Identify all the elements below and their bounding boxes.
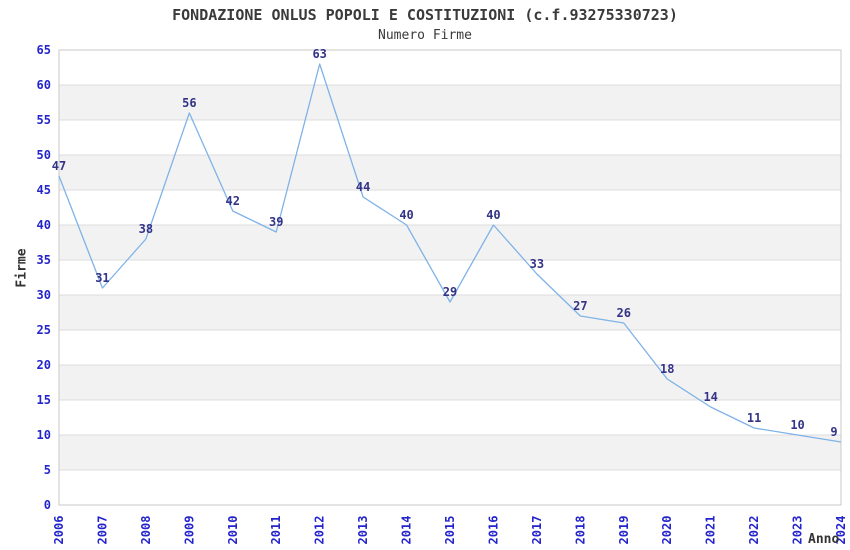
x-tick-label: 2022 xyxy=(747,516,761,545)
y-tick-label: 25 xyxy=(37,323,51,337)
data-point-label: 40 xyxy=(486,208,500,222)
x-axis-title: Anno xyxy=(808,532,840,547)
y-tick-label: 35 xyxy=(37,253,51,267)
data-point-label: 10 xyxy=(790,418,804,432)
background-band xyxy=(59,435,841,470)
x-tick-label: 2009 xyxy=(182,516,196,545)
x-tick-label: 2011 xyxy=(269,516,283,545)
data-point-label: 14 xyxy=(703,390,717,404)
chart-subtitle: Numero Firme xyxy=(378,28,472,43)
x-tick-label: 2017 xyxy=(530,516,544,545)
x-tick-label: 2020 xyxy=(660,516,674,545)
data-point-label: 40 xyxy=(399,208,413,222)
x-tick-label: 2019 xyxy=(617,516,631,545)
x-tick-label: 2021 xyxy=(704,516,718,545)
y-tick-label: 50 xyxy=(37,148,51,162)
data-point-label: 31 xyxy=(95,271,109,285)
y-tick-label: 60 xyxy=(37,78,51,92)
background-band xyxy=(59,295,841,330)
x-tick-label: 2014 xyxy=(400,516,414,545)
x-tick-label: 2016 xyxy=(486,516,500,545)
x-tick-label: 2015 xyxy=(443,516,457,545)
data-point-label: 63 xyxy=(312,47,326,61)
y-tick-label: 15 xyxy=(37,393,51,407)
x-tick-label: 2023 xyxy=(791,516,805,545)
data-point-label: 27 xyxy=(573,299,587,313)
series-line xyxy=(58,63,842,443)
plot-border xyxy=(58,49,842,506)
background-band xyxy=(59,85,841,120)
x-tick-label: 2010 xyxy=(226,516,240,545)
x-tick-label: 2006 xyxy=(52,516,66,545)
data-point-label: 42 xyxy=(226,194,240,208)
y-tick-label: 20 xyxy=(37,358,51,372)
background-band xyxy=(59,225,841,260)
y-tick-label: 65 xyxy=(37,43,51,57)
data-point-label: 56 xyxy=(182,96,196,110)
y-tick-label: 45 xyxy=(37,183,51,197)
data-point-label: 38 xyxy=(139,222,153,236)
x-tick-label: 2007 xyxy=(95,516,109,545)
data-point-label: 26 xyxy=(617,306,631,320)
chart-title: FONDAZIONE ONLUS POPOLI E COSTITUZIONI (… xyxy=(172,6,678,24)
data-point-label: 11 xyxy=(747,411,761,425)
data-point-label: 47 xyxy=(52,159,66,173)
x-tick-label: 2018 xyxy=(573,516,587,545)
data-point-label: 44 xyxy=(356,180,370,194)
y-tick-label: 10 xyxy=(37,428,51,442)
y-tick-label: 55 xyxy=(37,113,51,127)
data-point-label: 29 xyxy=(443,285,457,299)
y-tick-label: 30 xyxy=(37,288,51,302)
y-tick-label: 5 xyxy=(44,463,51,477)
x-tick-label: 2013 xyxy=(356,516,370,545)
x-tick-label: 2008 xyxy=(139,516,153,545)
x-tick-label: 2024 xyxy=(834,516,848,545)
x-tick-label: 2012 xyxy=(313,516,327,545)
data-point-label: 33 xyxy=(530,257,544,271)
y-tick-label: 0 xyxy=(44,498,51,512)
data-point-label: 9 xyxy=(830,425,837,439)
data-point-label: 18 xyxy=(660,362,674,376)
background-band xyxy=(59,155,841,190)
data-point-label: 39 xyxy=(269,215,283,229)
y-tick-label: 40 xyxy=(37,218,51,232)
background-band xyxy=(59,365,841,400)
